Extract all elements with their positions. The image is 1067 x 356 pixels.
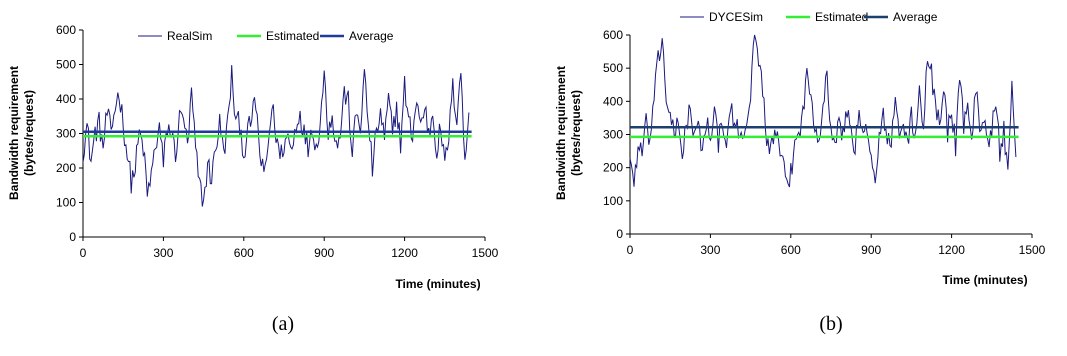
y-tick-label: 0 <box>616 227 623 241</box>
legend-label-average: Average <box>893 10 938 24</box>
x-tick-label: 1200 <box>938 243 965 257</box>
y-axis-title-line1: Bandwidth requirement <box>554 66 568 200</box>
chart-panel-a: 0 100 200 300 400 500 600 0 300 600 900 1200 1500 Tim… <box>7 23 499 335</box>
chart-panel-b: 0 100 200 300 400 500 600 0 300 600 900 1200 1500 Tim… <box>554 10 1046 335</box>
x-axis-title: Time (minutes) <box>395 277 480 291</box>
y-axis-title-line2: (bytes/request) <box>22 90 36 176</box>
legend-label-average: Average <box>349 29 394 43</box>
y-tick-label: 400 <box>56 92 76 106</box>
x-tick-label: 300 <box>700 243 720 257</box>
x-tick-label: 600 <box>781 243 801 257</box>
y-tick-label: 500 <box>603 61 623 75</box>
y-tick-label: 600 <box>603 28 623 42</box>
legend-label-estimated: Estimated <box>266 29 319 43</box>
x-tick-label: 300 <box>153 246 173 260</box>
legend-label-estimated: Estimated <box>815 10 868 24</box>
x-tick-label: 0 <box>80 246 87 260</box>
x-tick-label: 0 <box>627 243 634 257</box>
panel-caption: (b) <box>819 313 842 335</box>
y-axis-title-line1: Bandwidth requirement <box>7 66 21 200</box>
x-tick-label: 900 <box>861 243 881 257</box>
panel-caption: (a) <box>272 313 294 335</box>
x-tick-label: 900 <box>314 246 334 260</box>
x-tick-label: 1500 <box>1019 243 1046 257</box>
series-line-realsim <box>82 65 470 207</box>
legend-label-dycesim: DYCESim <box>709 10 763 24</box>
y-tick-label: 200 <box>603 161 623 175</box>
y-tick-label: 300 <box>56 127 76 141</box>
x-tick-label: 1200 <box>391 246 418 260</box>
legend-label-realsim: RealSim <box>167 29 212 43</box>
series-line-dycesim <box>629 34 1017 188</box>
y-tick-label: 0 <box>69 230 76 244</box>
x-tick-label: 1500 <box>472 246 499 260</box>
y-tick-label: 400 <box>603 94 623 108</box>
y-tick-label: 200 <box>56 161 76 175</box>
x-tick-label: 600 <box>234 246 254 260</box>
y-tick-label: 300 <box>603 128 623 142</box>
x-axis-title: Time (minutes) <box>942 273 1027 287</box>
y-tick-label: 100 <box>603 194 623 208</box>
y-tick-label: 600 <box>56 23 76 37</box>
y-tick-label: 100 <box>56 196 76 210</box>
y-axis-title-line2: (bytes/request) <box>569 90 583 176</box>
y-tick-label: 500 <box>56 58 76 72</box>
